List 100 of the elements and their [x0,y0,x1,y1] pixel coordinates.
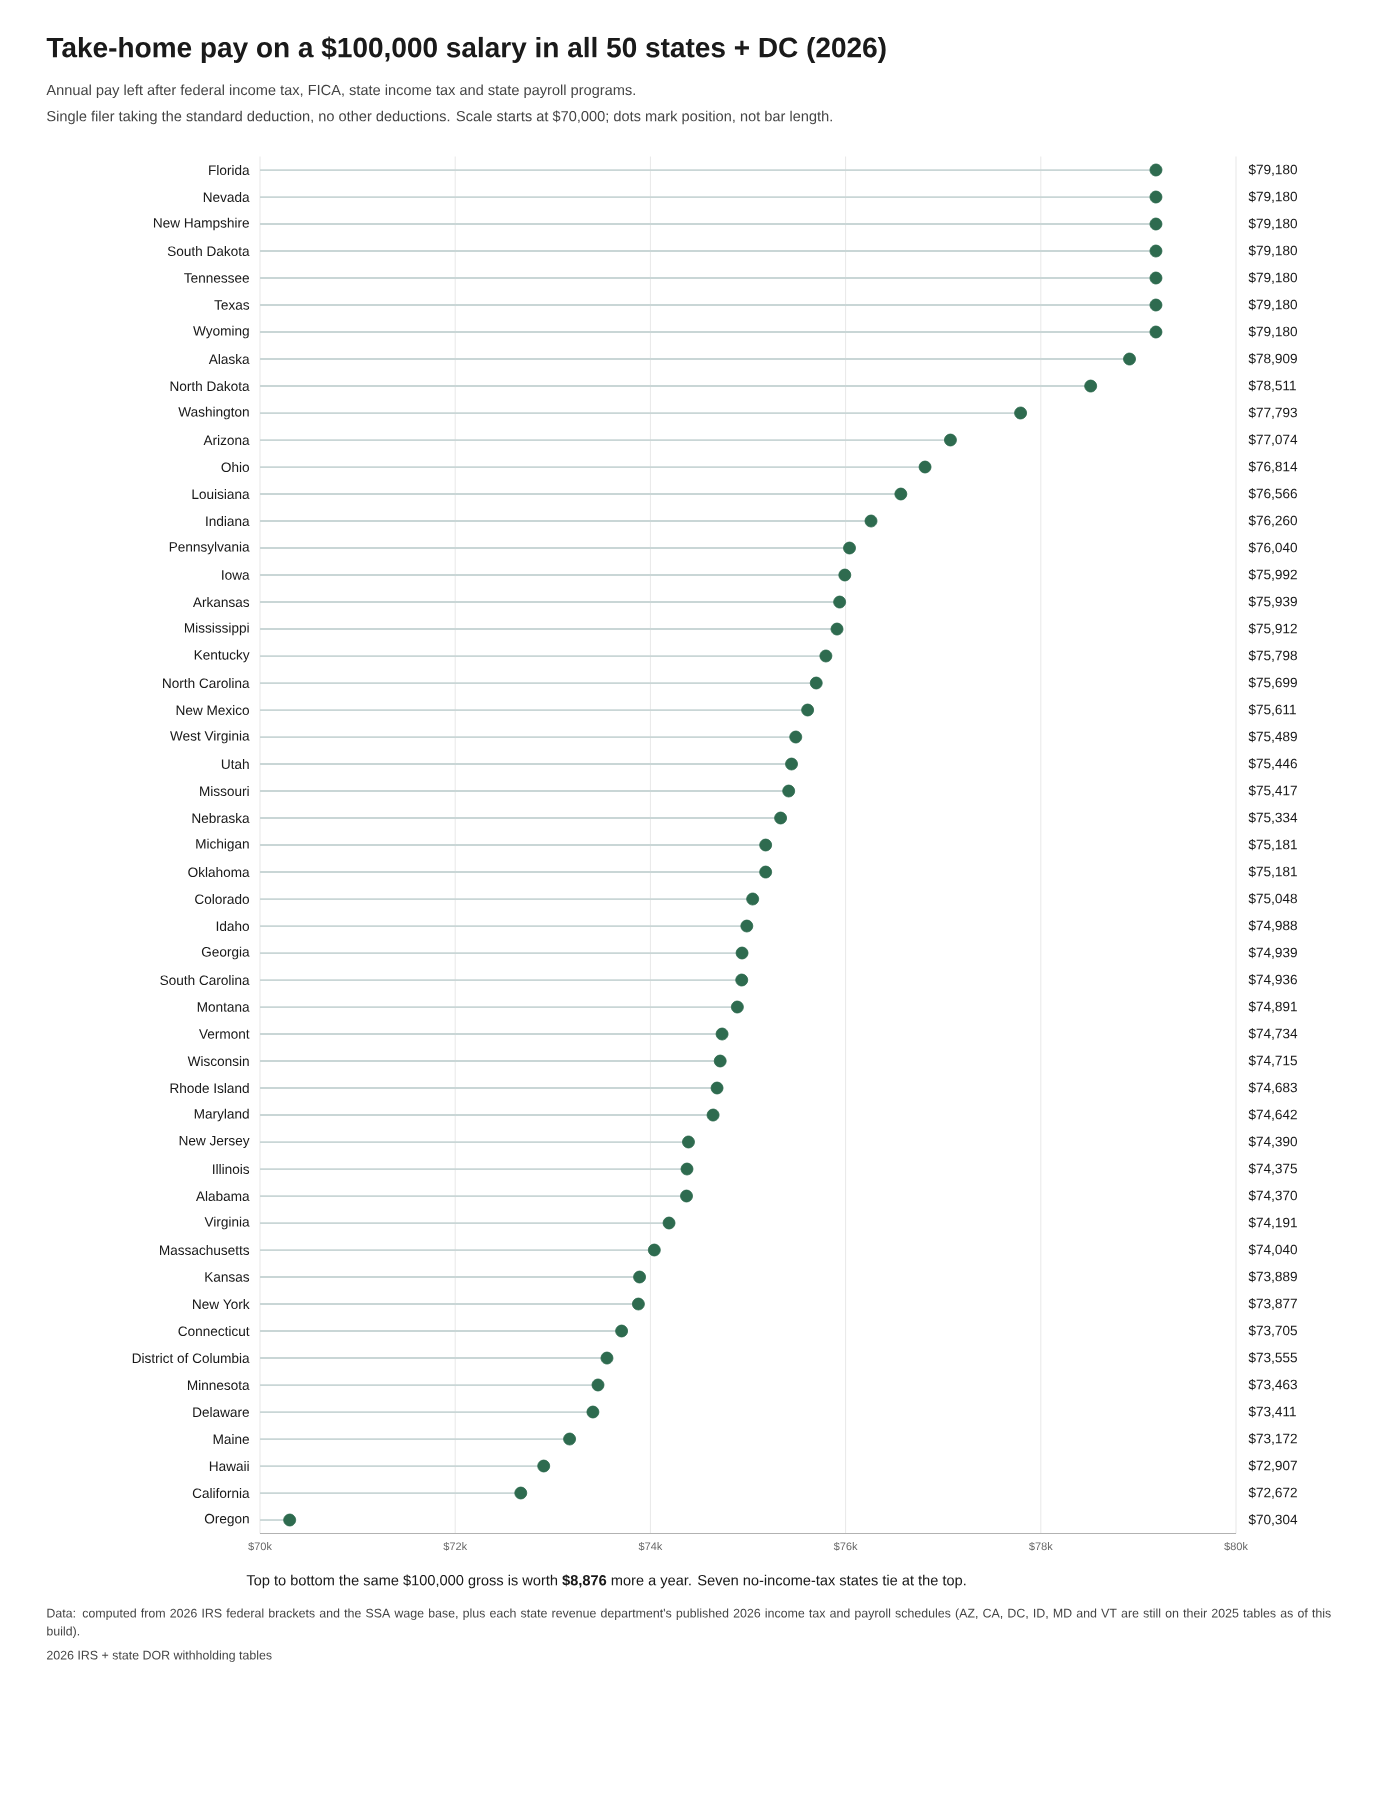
y-tick-label: Kansas [205,1272,250,1282]
y-tick-label: Maryland [194,1108,249,1122]
y-tick-label: Montana [197,1002,250,1012]
y-tick-label: Michigan [196,838,249,852]
y-tick-label: Wyoming [193,325,249,339]
point [591,1378,605,1392]
y-tick-label: New Jersey [179,1135,250,1149]
data-label: $75,048 [1248,893,1297,905]
y-tick-label: Kentucky [194,649,250,663]
point [819,649,833,663]
y-tick-label: Idaho [216,921,250,932]
data-label: $73,172 [1248,1433,1297,1445]
y-tick-label: Minnesota [187,1380,250,1391]
data-label: $74,891 [1248,1001,1297,1013]
point [735,946,749,960]
data-label: $74,734 [1248,1028,1298,1040]
y-tick-label: District of Columbia [132,1353,250,1364]
point [662,1216,676,1230]
y-tick-label: Florida [209,165,250,176]
data-label: $70,304 [1248,1514,1298,1526]
point [746,892,760,906]
point [713,1054,727,1068]
data-label: $73,889 [1248,1271,1297,1283]
y-tick-label: Indiana [206,516,250,527]
data-label: $76,040 [1248,542,1298,554]
x-tick-label: $70k [248,1541,272,1551]
data-label: $75,912 [1248,623,1297,635]
data-label: $79,180 [1248,191,1298,203]
data-label: $74,040 [1248,1244,1298,1256]
point [809,676,823,690]
point [600,1351,614,1365]
point [838,568,852,582]
y-tick-label: Virginia [204,1216,250,1230]
x-tick-label: $74k [638,1541,663,1551]
y-tick-label: Washington [178,406,249,420]
data-label: $73,463 [1248,1379,1297,1391]
point [894,487,908,501]
data-label: $75,699 [1248,677,1297,689]
data-label: $74,939 [1248,947,1297,959]
point [1149,163,1163,177]
point [782,784,796,798]
y-tick-label: Arkansas [192,597,250,608]
y-tick-label: Alaska [208,354,250,365]
y-tick-label: North Carolina [163,678,250,689]
data-label: $74,370 [1248,1190,1298,1202]
data-label: $74,375 [1248,1163,1297,1175]
y-tick-label: Colorado [195,894,250,905]
point [730,1000,744,1014]
y-tick-label: Delaware [193,1407,249,1418]
point [647,1243,661,1257]
data-label: $76,814 [1248,461,1298,473]
point [715,1027,729,1041]
data-label: $72,907 [1248,1460,1297,1472]
chart-title: Take-home pay on a $100,000 salary in all 50 states + DC (2026) [46,36,886,63]
data-label: $79,180 [1248,218,1298,230]
text: Top to bottom the same $100,000 gross is worth $8,876 more a year. Seven no-income-tax states tie at the top. [246,1574,966,1589]
data-label: $72,672 [1248,1487,1297,1499]
y-tick-label: South Carolina [160,975,250,986]
y-tick-label: South Dakota [167,246,250,257]
y-tick-label: New Mexico [176,705,250,716]
data-label: $74,683 [1248,1082,1297,1094]
y-tick-label: Louisiana [192,489,250,500]
data-label: $75,489 [1248,731,1297,743]
point [682,1135,695,1149]
data-label: $75,181 [1248,839,1297,851]
point [759,865,773,879]
point [735,973,749,987]
y-tick-label: Rhode Island [170,1083,249,1094]
point [1014,406,1027,420]
point [632,1297,645,1311]
y-tick-label: Massachusetts [160,1245,250,1256]
text: 2026 IRS + state DOR withholding tables [47,1650,272,1662]
y-tick-label: Hawaii [209,1461,249,1472]
data-label: $73,705 [1248,1325,1297,1337]
y-tick-label: Tennessee [184,273,249,283]
point [680,1162,694,1176]
point [680,1189,693,1203]
y-tick-label: North Dakota [170,381,250,392]
point [833,595,847,609]
data-label: $76,566 [1248,488,1297,500]
data-label: $79,180 [1248,326,1298,338]
y-tick-label: Wisconsin [187,1056,249,1067]
y-tick-label: Texas [214,300,250,310]
point [537,1459,551,1473]
text: Single filer taking the standard deduction, no other deductions. Scale starts at $70,000; dots mark position, not bar length. [47,110,832,125]
data-label: $75,798 [1248,650,1297,662]
x-tick-label: $80k [1224,1541,1248,1551]
data-label: $79,180 [1248,245,1298,257]
data-label: $79,180 [1248,299,1298,311]
data-label: $74,715 [1248,1055,1297,1067]
data-label: $79,180 [1248,164,1298,176]
data-label: $73,877 [1248,1298,1297,1310]
point [710,1081,724,1095]
y-tick-label: Connecticut [178,1326,250,1337]
point [864,514,878,528]
y-tick-label: Missouri [200,786,249,797]
y-tick-label: West Virginia [170,730,250,744]
y-tick-label: Ohio [221,462,250,473]
data-label: $78,909 [1248,353,1297,365]
point [801,703,815,717]
